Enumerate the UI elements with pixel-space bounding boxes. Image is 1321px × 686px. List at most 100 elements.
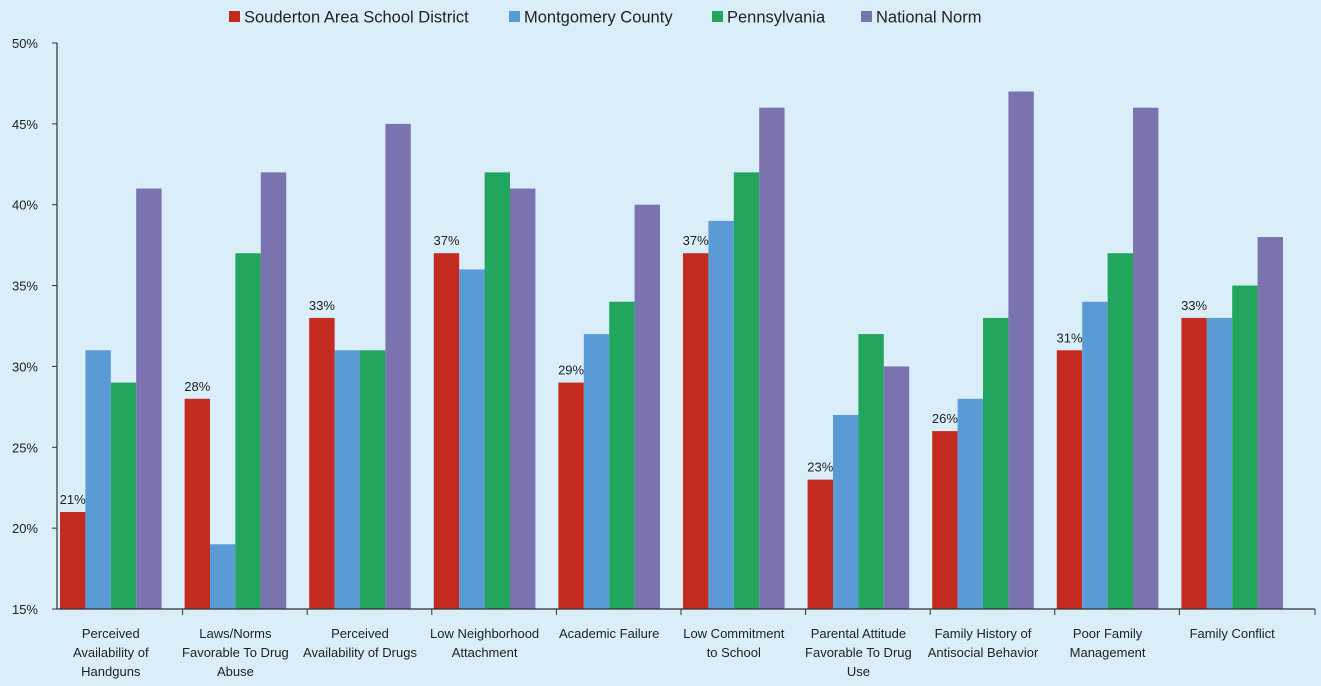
bar xyxy=(807,479,833,609)
data-labels: 21% 28% 33% 37% 29% 37% 23% 26% 31% 33% xyxy=(60,233,1208,507)
legend-label: Souderton Area School District xyxy=(244,9,469,27)
bar xyxy=(957,398,983,609)
bar xyxy=(184,398,210,609)
bar xyxy=(1181,317,1207,609)
x-tick-label: Parental Attitude Favorable To Drug Use xyxy=(805,626,912,679)
y-tick-label: 35% xyxy=(12,279,38,294)
x-tick-label: Poor Family Management xyxy=(1070,626,1146,660)
y-tick-label: 30% xyxy=(12,359,38,374)
data-label: 33% xyxy=(1181,298,1207,313)
bars xyxy=(60,91,1283,610)
x-tick-label-line: Management xyxy=(1070,645,1146,660)
x-axis: Perceived Availability of Handguns Laws/Nor… xyxy=(57,608,1316,679)
bar xyxy=(558,382,584,609)
bar xyxy=(260,172,287,609)
bar xyxy=(60,511,86,609)
y-tick-label: 40% xyxy=(12,198,38,213)
x-tick-label-line: Antisocial Behavior xyxy=(928,645,1039,660)
y-tick-label: 25% xyxy=(12,440,38,455)
bar xyxy=(759,107,785,609)
bar xyxy=(983,317,1009,609)
bar xyxy=(883,366,910,609)
x-tick-label-line: Availability of Drugs xyxy=(303,645,417,660)
data-label: 31% xyxy=(1056,330,1082,345)
legend-label: Pennsylvania xyxy=(727,9,826,27)
x-tick-label-line: Perceived xyxy=(82,626,140,641)
legend-label: National Norm xyxy=(876,9,981,27)
bar xyxy=(360,350,386,609)
x-tick-label-line: Favorable To Drug xyxy=(805,645,912,660)
legend-swatch xyxy=(229,11,240,22)
x-tick-label-line: Family Conflict xyxy=(1190,626,1276,641)
x-tick-label-line: Use xyxy=(847,664,870,679)
x-tick-label-line: Laws/Norms xyxy=(199,626,272,641)
bar xyxy=(385,123,411,609)
bar xyxy=(1206,317,1233,609)
bar xyxy=(1008,91,1034,609)
bar xyxy=(210,544,236,609)
bar xyxy=(1082,301,1108,609)
bar xyxy=(1232,285,1258,609)
x-tick-label: Laws/Norms Favorable To Drug Abuse xyxy=(182,626,289,679)
x-tick-label: Low Neighborhood Attachment xyxy=(430,626,539,660)
y-tick-label: 50% xyxy=(12,36,38,51)
x-tick-label-line: Availability of xyxy=(73,645,149,660)
bar xyxy=(85,350,111,609)
x-tick-label-line: Perceived xyxy=(331,626,389,641)
x-tick-label-line: Attachment xyxy=(452,645,518,660)
x-tick-label: Family History of Antisocial Behavior xyxy=(928,626,1039,660)
y-tick-label: 45% xyxy=(12,117,38,132)
bar xyxy=(309,317,335,609)
bar xyxy=(1133,107,1159,609)
x-tick-label-line: Favorable To Drug xyxy=(182,645,289,660)
x-tick-label-line: Academic Failure xyxy=(559,626,659,641)
bar xyxy=(235,253,261,609)
bar xyxy=(583,334,610,609)
data-label: 29% xyxy=(558,363,584,378)
bar xyxy=(110,382,137,609)
bar xyxy=(484,172,510,609)
x-tick-label-line: Family History of xyxy=(935,626,1032,641)
x-tick-label-line: Poor Family xyxy=(1073,626,1143,641)
bar xyxy=(609,301,635,609)
bar xyxy=(1056,350,1083,609)
legend-label: Montgomery County xyxy=(524,9,673,27)
legend-swatch xyxy=(509,11,520,22)
bar xyxy=(334,350,360,609)
x-tick-label-line: Low Commitment xyxy=(683,626,785,641)
data-label: 33% xyxy=(309,298,335,313)
bar xyxy=(136,188,162,610)
x-tick-label: Family Conflict xyxy=(1190,626,1276,641)
bar xyxy=(833,414,859,609)
bar xyxy=(733,172,760,609)
x-tick-label: Perceived Availability of Handguns xyxy=(73,626,149,679)
data-label: 37% xyxy=(683,233,709,248)
bar xyxy=(459,269,485,609)
bar xyxy=(858,334,884,609)
data-label: 23% xyxy=(807,460,833,475)
y-tick-label: 20% xyxy=(12,521,38,536)
x-tick-label: Academic Failure xyxy=(559,626,659,641)
data-label: 37% xyxy=(433,233,459,248)
y-tick-label: 15% xyxy=(12,602,38,617)
x-tick-label-line: Handguns xyxy=(81,664,141,679)
bar xyxy=(708,220,734,609)
x-tick-label-line: Parental Attitude xyxy=(811,626,906,641)
bar xyxy=(433,253,460,609)
legend-swatch xyxy=(712,11,723,22)
bar xyxy=(510,188,536,610)
y-axis: 15% 20% 25% 30% 35% 40% 45% 50% xyxy=(12,36,58,617)
data-label: 28% xyxy=(184,379,210,394)
legend-swatch xyxy=(861,11,872,22)
data-label: 21% xyxy=(60,492,86,507)
data-label: 26% xyxy=(932,411,958,426)
legend: Souderton Area School District Montgomery… xyxy=(229,9,981,27)
bar xyxy=(932,431,958,609)
x-tick-label-line: Abuse xyxy=(217,664,254,679)
x-tick-label-line: to School xyxy=(707,645,761,660)
x-tick-label-line: Low Neighborhood xyxy=(430,626,539,641)
bar xyxy=(1107,253,1133,609)
bar xyxy=(1257,237,1283,610)
